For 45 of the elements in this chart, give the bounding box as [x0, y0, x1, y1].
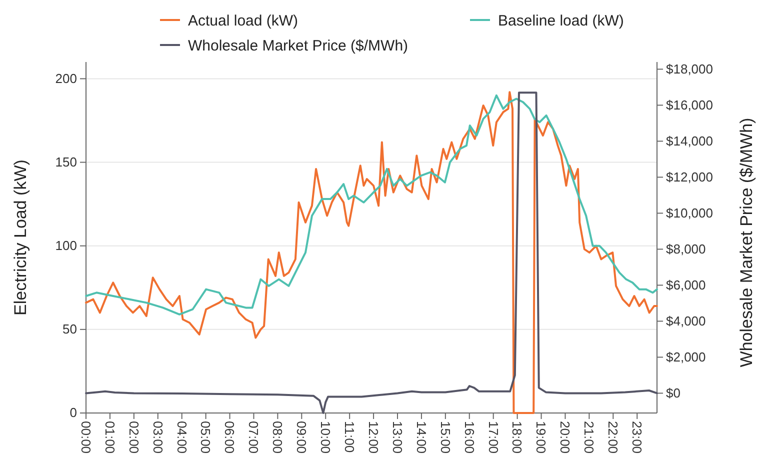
x-tick-label: 09:00 [294, 421, 310, 454]
y-tick-label: 200 [55, 70, 77, 86]
x-tick-label: 15:00 [438, 421, 453, 454]
y-tick-label: 100 [55, 238, 77, 254]
x-tick-label: 10:00 [318, 421, 334, 454]
line-series [85, 94, 658, 316]
x-tick-label: 07:00 [246, 421, 262, 454]
x-tick-label: 21:00 [582, 421, 597, 454]
x-tick-label: 11:00 [342, 421, 358, 453]
y2-tick-label: $8,000 [666, 241, 706, 256]
y2-tick-label: $16,000 [666, 97, 713, 112]
y-axis-title: Electricity Load (kW) [11, 160, 30, 316]
y2-tick-label: $10,000 [666, 205, 713, 220]
x-tick-label: 17:00 [486, 421, 501, 454]
y2-tick-label: $0 [666, 385, 680, 400]
y2-tick-label: $12,000 [666, 169, 713, 184]
x-tick-label: 16:00 [462, 421, 477, 454]
legend-label: Actual load (kW) [188, 12, 298, 30]
y2-tick-label: $4,000 [666, 313, 706, 328]
x-tick-label: 19:00 [534, 421, 549, 454]
y2-tick-label: $18,000 [666, 61, 713, 76]
y2-tick-label: $6,000 [666, 277, 706, 292]
x-tick-label: 14:00 [414, 421, 429, 454]
y2-tick-label: $2,000 [666, 349, 706, 364]
x-tick-label: 08:00 [270, 421, 286, 454]
x-tick-label: 04:00 [174, 421, 190, 454]
x-tick-label: 12:00 [366, 421, 381, 454]
x-tick-label: 02:00 [126, 421, 142, 454]
legend-label: Baseline load (kW) [498, 12, 624, 30]
x-tick-label: 00:00 [78, 421, 94, 454]
legend-label: Wholesale Market Price ($/MWh) [188, 37, 408, 54]
x-tick-label: 13:00 [390, 421, 405, 454]
x-tick-label: 20:00 [558, 421, 573, 454]
x-tick-label: 01:00 [102, 421, 118, 454]
y-tick-label: 0 [70, 405, 77, 420]
y-tick-label: 150 [55, 154, 77, 170]
y2-tick-label: $14,000 [666, 133, 713, 148]
x-tick-label: 23:00 [630, 421, 645, 454]
y2-axis-title: Wholesale Market Price ($/MWh) [737, 118, 756, 368]
x-tick-label: 06:00 [222, 421, 238, 454]
x-tick-label: 03:00 [150, 421, 166, 454]
y-tick-label: 50 [62, 322, 77, 337]
x-tick-label: 05:00 [198, 421, 214, 454]
x-tick-label: 18:00 [510, 421, 525, 454]
x-tick-label: 22:00 [606, 421, 621, 454]
